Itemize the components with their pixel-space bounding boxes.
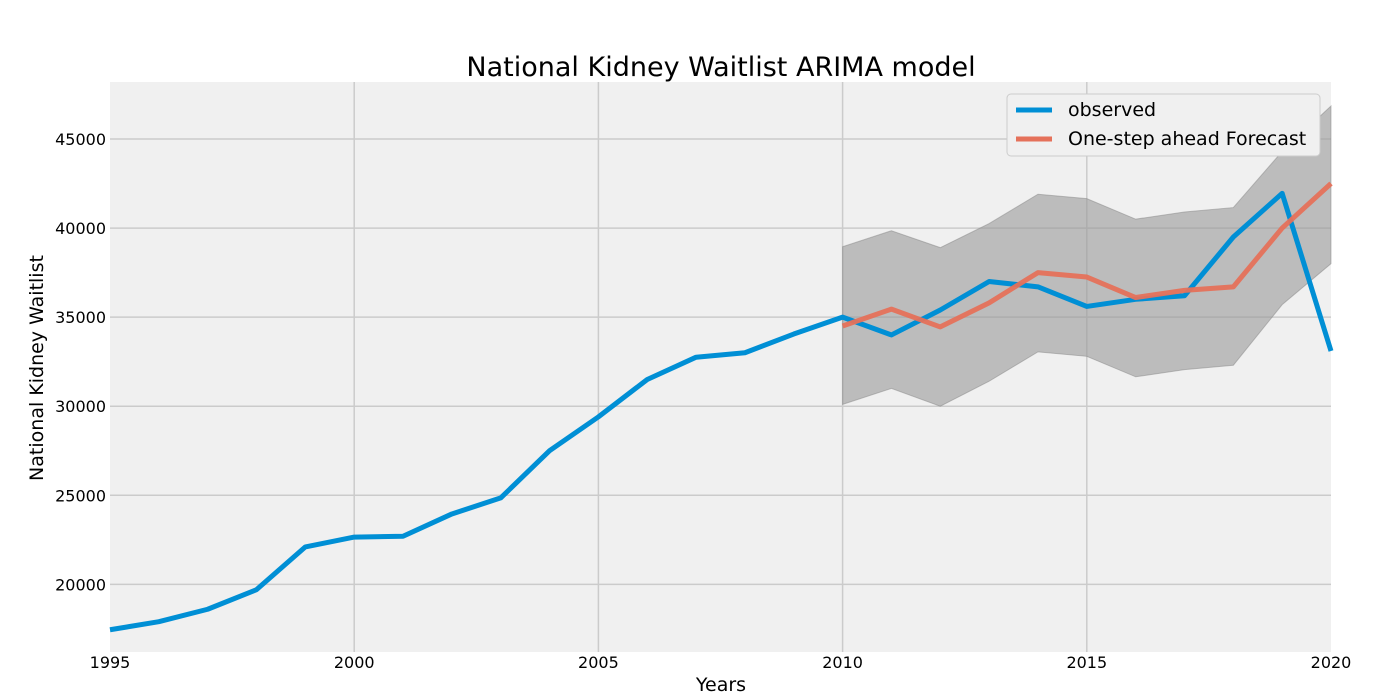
- y-axis-label: National Kidney Waitlist: [26, 255, 48, 481]
- x-tick-label: 2015: [1066, 653, 1107, 672]
- chart-title: National Kidney Waitlist ARIMA model: [466, 52, 975, 83]
- y-tick-label: 40000: [55, 219, 106, 238]
- legend: observed One-step ahead Forecast: [1006, 93, 1321, 157]
- x-tick-label: 2010: [822, 653, 863, 672]
- confidence-band: [842, 104, 1332, 407]
- x-tick-label: 1995: [90, 653, 131, 672]
- y-tick-label: 35000: [55, 308, 106, 327]
- x-axis-label: Years: [695, 674, 746, 696]
- y-tick-label: 20000: [55, 575, 106, 594]
- x-tick-label: 2020: [1311, 653, 1352, 672]
- legend-box: [1006, 93, 1321, 157]
- forecast-line: [841, 181, 1333, 330]
- x-tick-label: 2005: [578, 653, 619, 672]
- observed-line: [109, 190, 1334, 633]
- x-axis-ticks: 1995 2000 2005 2010 2015 2020: [90, 653, 1352, 672]
- y-tick-label: 30000: [55, 397, 106, 416]
- legend-label-observed: observed: [1068, 99, 1156, 121]
- x-tick-label: 2000: [334, 653, 375, 672]
- confidence-interval-band: [842, 104, 1332, 407]
- y-tick-label: 25000: [55, 486, 106, 505]
- y-axis-ticks: 20000 25000 30000 35000 40000 45000: [55, 130, 106, 594]
- y-tick-label: 45000: [55, 130, 106, 149]
- legend-label-forecast: One-step ahead Forecast: [1068, 128, 1306, 150]
- series-lines: [109, 181, 1334, 633]
